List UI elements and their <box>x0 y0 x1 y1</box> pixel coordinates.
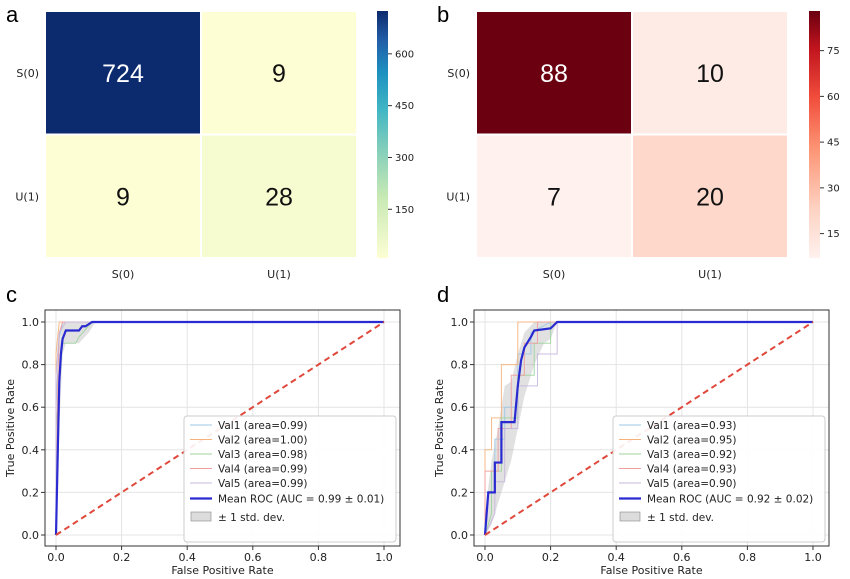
heatmap-cell <box>477 12 631 134</box>
cell-value: 9 <box>272 60 286 88</box>
y-tick-label: 0.8 <box>451 359 469 372</box>
y-axis-label: True Positive Rate <box>4 379 17 478</box>
y-tick-label: 0.6 <box>451 401 469 414</box>
cell-value: 724 <box>102 60 144 88</box>
colorbar-tick-label: 30 <box>827 183 840 194</box>
heatmap-cell <box>202 12 356 134</box>
x-tick-label: 1.0 <box>375 551 393 564</box>
col-label: S(0) <box>543 268 566 281</box>
y-tick-label: 0.8 <box>22 359 40 372</box>
legend-entry: Val3 (area=0.98) <box>218 449 308 461</box>
panel-c: c 0.0 0.2 0.4 0.6 0.8 1.0 0.0 0.2 0.4 0.6 0.8 1.0 Fa… <box>4 282 401 577</box>
heatmap-cell <box>46 135 200 257</box>
legend-entry: Val1 (area=0.99) <box>218 420 308 432</box>
x-tick-label: 0.2 <box>113 551 131 564</box>
legend-entry: Val3 (area=0.92) <box>647 449 737 461</box>
colorbar-tick-label: 150 <box>395 205 414 216</box>
colorbar <box>809 11 820 258</box>
cell-value: 20 <box>696 183 724 211</box>
row-label: U(1) <box>446 190 470 203</box>
y-tick-label: 0.4 <box>22 444 40 457</box>
x-axis-label: False Positive Rate <box>600 564 702 577</box>
cell-value: 28 <box>265 183 293 211</box>
legend-entry: Mean ROC (AUC = 0.99 ± 0.01) <box>218 494 384 506</box>
legend-entry: Val4 (area=0.99) <box>218 464 308 476</box>
y-tick-label: 0.0 <box>451 529 469 542</box>
x-tick-label: 0.2 <box>542 551 560 564</box>
y-tick-label: 1.0 <box>451 316 469 329</box>
legend-entry: Val2 (area=1.00) <box>218 435 308 447</box>
panel-d: d 0.0 0.2 0.4 0.6 0.8 1.0 0.0 0.2 0.4 0.6 0.8 1.0 Fa… <box>433 282 830 577</box>
colorbar-tick-label: 60 <box>827 92 840 103</box>
x-tick-label: 0.4 <box>607 551 625 564</box>
roc-curve <box>484 321 813 535</box>
row-label: S(0) <box>16 67 39 80</box>
panel-letter-c: c <box>6 282 17 307</box>
mean-roc-line <box>54 320 384 536</box>
legend-entry: Mean ROC (AUC = 0.92 ± 0.02) <box>647 494 813 506</box>
legend-entry: Val1 (area=0.93) <box>647 420 737 432</box>
y-tick-label: 0.4 <box>451 444 469 457</box>
cell-value: 7 <box>547 183 561 211</box>
legend-band-swatch <box>190 511 212 522</box>
panel-b: b 88 10 7 20 S(0) U(1) S(0) U(1) 15 30 45 60 75 <box>437 2 840 281</box>
legend-band-swatch <box>619 511 641 522</box>
cell-value: 88 <box>540 60 568 88</box>
x-tick-label: 0.8 <box>310 551 328 564</box>
y-tick-label: 1.0 <box>22 316 40 329</box>
heatmap-b: 88 10 7 20 S(0) U(1) S(0) U(1) 15 30 45 60 75 <box>446 11 840 281</box>
plot-frame <box>473 309 830 547</box>
y-axis-label: True Positive Rate <box>433 379 446 478</box>
x-tick-label: 0.6 <box>244 551 262 564</box>
heatmap-cell <box>633 135 787 257</box>
x-axis-label: False Positive Rate <box>171 564 273 577</box>
col-label: U(1) <box>267 268 291 281</box>
legend-box <box>183 415 397 543</box>
heatmap-a: 724 9 9 28 S(0) U(1) S(0) U(1) 150 300 450 600 <box>15 11 414 281</box>
x-tick-label: 0.6 <box>673 551 691 564</box>
x-tick-label: 0.4 <box>178 551 196 564</box>
y-tick-label: 0.6 <box>22 401 40 414</box>
heatmap-cell <box>202 135 356 257</box>
legend-entry: Val5 (area=0.90) <box>647 478 737 490</box>
colorbar-tick-label: 75 <box>827 46 840 57</box>
cell-value: 9 <box>116 183 130 211</box>
heatmap-cell <box>477 135 631 257</box>
mean-roc-line <box>483 320 813 536</box>
colorbar-tick-label: 45 <box>827 138 840 149</box>
x-tick-label: 1.0 <box>804 551 822 564</box>
y-tick-label: 0.0 <box>22 529 40 542</box>
legend-box <box>612 415 826 543</box>
y-tick-label: 0.2 <box>451 486 469 499</box>
panel-letter-a: a <box>6 2 19 27</box>
legend-entry: Val4 (area=0.93) <box>647 464 737 476</box>
colorbar-tick-label: 450 <box>395 101 414 112</box>
colorbar <box>377 11 388 258</box>
roc-plot-c: 0.0 0.2 0.4 0.6 0.8 1.0 0.0 0.2 0.4 0.6 0.8 1.0 Fals… <box>4 309 401 577</box>
col-label: S(0) <box>112 268 135 281</box>
legend-entry: ± 1 std. dev. <box>218 512 285 524</box>
x-tick-label: 0.8 <box>739 551 757 564</box>
legend-entry: ± 1 std. dev. <box>647 512 714 524</box>
heatmap-cell <box>633 12 787 134</box>
col-label: U(1) <box>698 268 722 281</box>
roc-plot-d: 0.0 0.2 0.4 0.6 0.8 1.0 0.0 0.2 0.4 0.6 0.8 1.0 Fals… <box>433 309 830 577</box>
y-tick-label: 0.2 <box>22 486 40 499</box>
panel-a: a 724 9 9 28 S(0) U(1) S(0) U(1) 150 300 450 600 <box>6 2 414 281</box>
panel-letter-d: d <box>437 282 449 307</box>
x-tick-label: 0.0 <box>476 551 494 564</box>
x-tick-label: 0.0 <box>47 551 65 564</box>
heatmap-cell <box>46 12 200 134</box>
legend-entry: Val2 (area=0.95) <box>647 435 737 447</box>
row-label: S(0) <box>447 67 470 80</box>
row-label: U(1) <box>15 190 39 203</box>
cell-value: 10 <box>696 60 724 88</box>
colorbar-tick-label: 600 <box>395 49 414 60</box>
legend-entry: Val5 (area=0.99) <box>218 478 308 490</box>
panel-letter-b: b <box>437 2 449 27</box>
colorbar-tick-label: 300 <box>395 153 414 164</box>
plot-frame <box>44 309 401 547</box>
colorbar-tick-label: 15 <box>827 229 840 240</box>
